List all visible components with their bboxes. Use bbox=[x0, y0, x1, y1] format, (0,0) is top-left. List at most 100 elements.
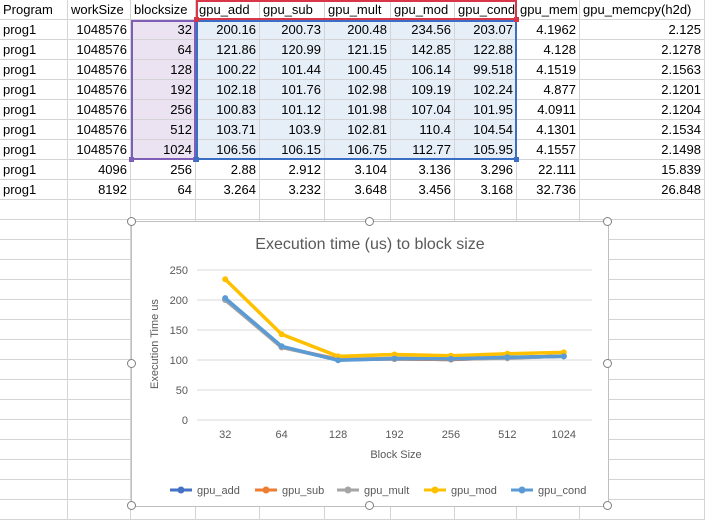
cell-program[interactable]: prog1 bbox=[0, 80, 68, 100]
header-cell-gpu-add[interactable]: gpu_add bbox=[196, 0, 260, 20]
cell-gpu-cond[interactable]: 101.95 bbox=[455, 100, 517, 120]
cell-gpu-add[interactable]: 100.83 bbox=[196, 100, 260, 120]
cell-program[interactable]: prog1 bbox=[0, 140, 68, 160]
cell-gpu-memcpy-h2d[interactable]: 26.848 bbox=[580, 180, 705, 200]
header-cell-gpu-mod[interactable]: gpu_mod bbox=[391, 0, 455, 20]
cell-gpu-add[interactable]: 2.88 bbox=[196, 160, 260, 180]
cell-block-size[interactable]: 64 bbox=[131, 40, 196, 60]
empty-cell[interactable] bbox=[0, 440, 68, 460]
empty-cell[interactable] bbox=[517, 200, 580, 220]
empty-cell[interactable] bbox=[580, 200, 705, 220]
empty-cell[interactable] bbox=[0, 280, 68, 300]
chart-resize-handle[interactable] bbox=[364, 500, 374, 510]
empty-cell[interactable] bbox=[68, 280, 131, 300]
cell-gpu-cond[interactable]: 104.54 bbox=[455, 120, 517, 140]
chart-resize-handle[interactable] bbox=[602, 500, 612, 510]
empty-cell[interactable] bbox=[0, 340, 68, 360]
empty-cell[interactable] bbox=[391, 200, 455, 220]
cell-program[interactable]: prog1 bbox=[0, 100, 68, 120]
chart-resize-handle[interactable] bbox=[364, 216, 374, 226]
cell-block-size[interactable]: 192 bbox=[131, 80, 196, 100]
empty-cell[interactable] bbox=[68, 300, 131, 320]
header-cell-gpu-cond[interactable]: gpu_cond bbox=[455, 0, 517, 20]
empty-cell[interactable] bbox=[325, 200, 391, 220]
empty-cell[interactable] bbox=[0, 400, 68, 420]
empty-cell[interactable] bbox=[0, 380, 68, 400]
empty-cell[interactable] bbox=[260, 200, 325, 220]
empty-cell[interactable] bbox=[455, 200, 517, 220]
empty-cell[interactable] bbox=[68, 480, 131, 500]
cell-program[interactable]: prog1 bbox=[0, 120, 68, 140]
empty-cell[interactable] bbox=[68, 220, 131, 240]
empty-cell[interactable] bbox=[0, 300, 68, 320]
cell-gpu-mem[interactable]: 4.1557 bbox=[517, 140, 580, 160]
cell-block-size[interactable]: 1024 bbox=[131, 140, 196, 160]
cell-work-size[interactable]: 1048576 bbox=[68, 40, 131, 60]
cell-gpu-mod[interactable]: 234.56 bbox=[391, 20, 455, 40]
cell-gpu-mem[interactable]: 4.1301 bbox=[517, 120, 580, 140]
cell-block-size[interactable]: 64 bbox=[131, 180, 196, 200]
cell-gpu-mult[interactable]: 3.648 bbox=[325, 180, 391, 200]
cell-gpu-mem[interactable]: 4.877 bbox=[517, 80, 580, 100]
cell-gpu-sub[interactable]: 101.76 bbox=[260, 80, 325, 100]
empty-cell[interactable] bbox=[196, 200, 260, 220]
cell-gpu-add[interactable]: 121.86 bbox=[196, 40, 260, 60]
cell-gpu-memcpy-h2d[interactable]: 2.1563 bbox=[580, 60, 705, 80]
cell-gpu-add[interactable]: 103.71 bbox=[196, 120, 260, 140]
empty-cell[interactable] bbox=[68, 420, 131, 440]
cell-gpu-memcpy-h2d[interactable]: 15.839 bbox=[580, 160, 705, 180]
empty-cell[interactable] bbox=[68, 200, 131, 220]
cell-program[interactable]: prog1 bbox=[0, 60, 68, 80]
cell-gpu-add[interactable]: 106.56 bbox=[196, 140, 260, 160]
empty-cell[interactable] bbox=[68, 400, 131, 420]
header-cell-program[interactable]: Program bbox=[0, 0, 68, 20]
cell-gpu-mult[interactable]: 106.75 bbox=[325, 140, 391, 160]
header-cell-gpu-memcpy-h2d[interactable]: gpu_memcpy(h2d) bbox=[580, 0, 705, 20]
cell-gpu-mult[interactable]: 101.98 bbox=[325, 100, 391, 120]
empty-cell[interactable] bbox=[0, 360, 68, 380]
empty-cell[interactable] bbox=[0, 420, 68, 440]
empty-cell[interactable] bbox=[68, 260, 131, 280]
cell-gpu-add[interactable]: 100.22 bbox=[196, 60, 260, 80]
range-handle[interactable] bbox=[129, 157, 134, 162]
cell-gpu-sub[interactable]: 2.912 bbox=[260, 160, 325, 180]
cell-gpu-mult[interactable]: 102.98 bbox=[325, 80, 391, 100]
cell-gpu-cond[interactable]: 3.168 bbox=[455, 180, 517, 200]
header-cell-gpu-sub[interactable]: gpu_sub bbox=[260, 0, 325, 20]
line-chart[interactable]: Execution time (us) to block size Execut… bbox=[126, 216, 612, 510]
cell-gpu-mult[interactable]: 102.81 bbox=[325, 120, 391, 140]
range-handle[interactable] bbox=[194, 157, 199, 162]
cell-gpu-sub[interactable]: 103.9 bbox=[260, 120, 325, 140]
cell-gpu-add[interactable]: 3.264 bbox=[196, 180, 260, 200]
cell-gpu-memcpy-h2d[interactable]: 2.125 bbox=[580, 20, 705, 40]
empty-cell[interactable] bbox=[0, 220, 68, 240]
range-handle[interactable] bbox=[514, 17, 519, 22]
cell-program[interactable]: prog1 bbox=[0, 40, 68, 60]
cell-gpu-sub[interactable]: 120.99 bbox=[260, 40, 325, 60]
cell-work-size[interactable]: 4096 bbox=[68, 160, 131, 180]
cell-program[interactable]: prog1 bbox=[0, 20, 68, 40]
empty-cell[interactable] bbox=[0, 240, 68, 260]
cell-gpu-mod[interactable]: 107.04 bbox=[391, 100, 455, 120]
cell-gpu-mem[interactable]: 4.128 bbox=[517, 40, 580, 60]
cell-gpu-mult[interactable]: 200.48 bbox=[325, 20, 391, 40]
cell-block-size[interactable]: 256 bbox=[131, 160, 196, 180]
header-cell-work-size[interactable]: workSize bbox=[68, 0, 131, 20]
cell-block-size[interactable]: 128 bbox=[131, 60, 196, 80]
cell-gpu-sub[interactable]: 200.73 bbox=[260, 20, 325, 40]
cell-gpu-mod[interactable]: 106.14 bbox=[391, 60, 455, 80]
cell-program[interactable]: prog1 bbox=[0, 160, 68, 180]
cell-gpu-sub[interactable]: 101.44 bbox=[260, 60, 325, 80]
cell-gpu-mod[interactable]: 112.77 bbox=[391, 140, 455, 160]
cell-gpu-mem[interactable]: 22.111 bbox=[517, 160, 580, 180]
range-handle[interactable] bbox=[514, 157, 519, 162]
cell-gpu-memcpy-h2d[interactable]: 2.1498 bbox=[580, 140, 705, 160]
empty-cell[interactable] bbox=[68, 340, 131, 360]
cell-gpu-sub[interactable]: 106.15 bbox=[260, 140, 325, 160]
empty-cell[interactable] bbox=[68, 440, 131, 460]
cell-gpu-sub[interactable]: 101.12 bbox=[260, 100, 325, 120]
empty-cell[interactable] bbox=[68, 380, 131, 400]
empty-cell[interactable] bbox=[0, 500, 68, 520]
empty-cell[interactable] bbox=[0, 320, 68, 340]
cell-gpu-mem[interactable]: 4.1962 bbox=[517, 20, 580, 40]
